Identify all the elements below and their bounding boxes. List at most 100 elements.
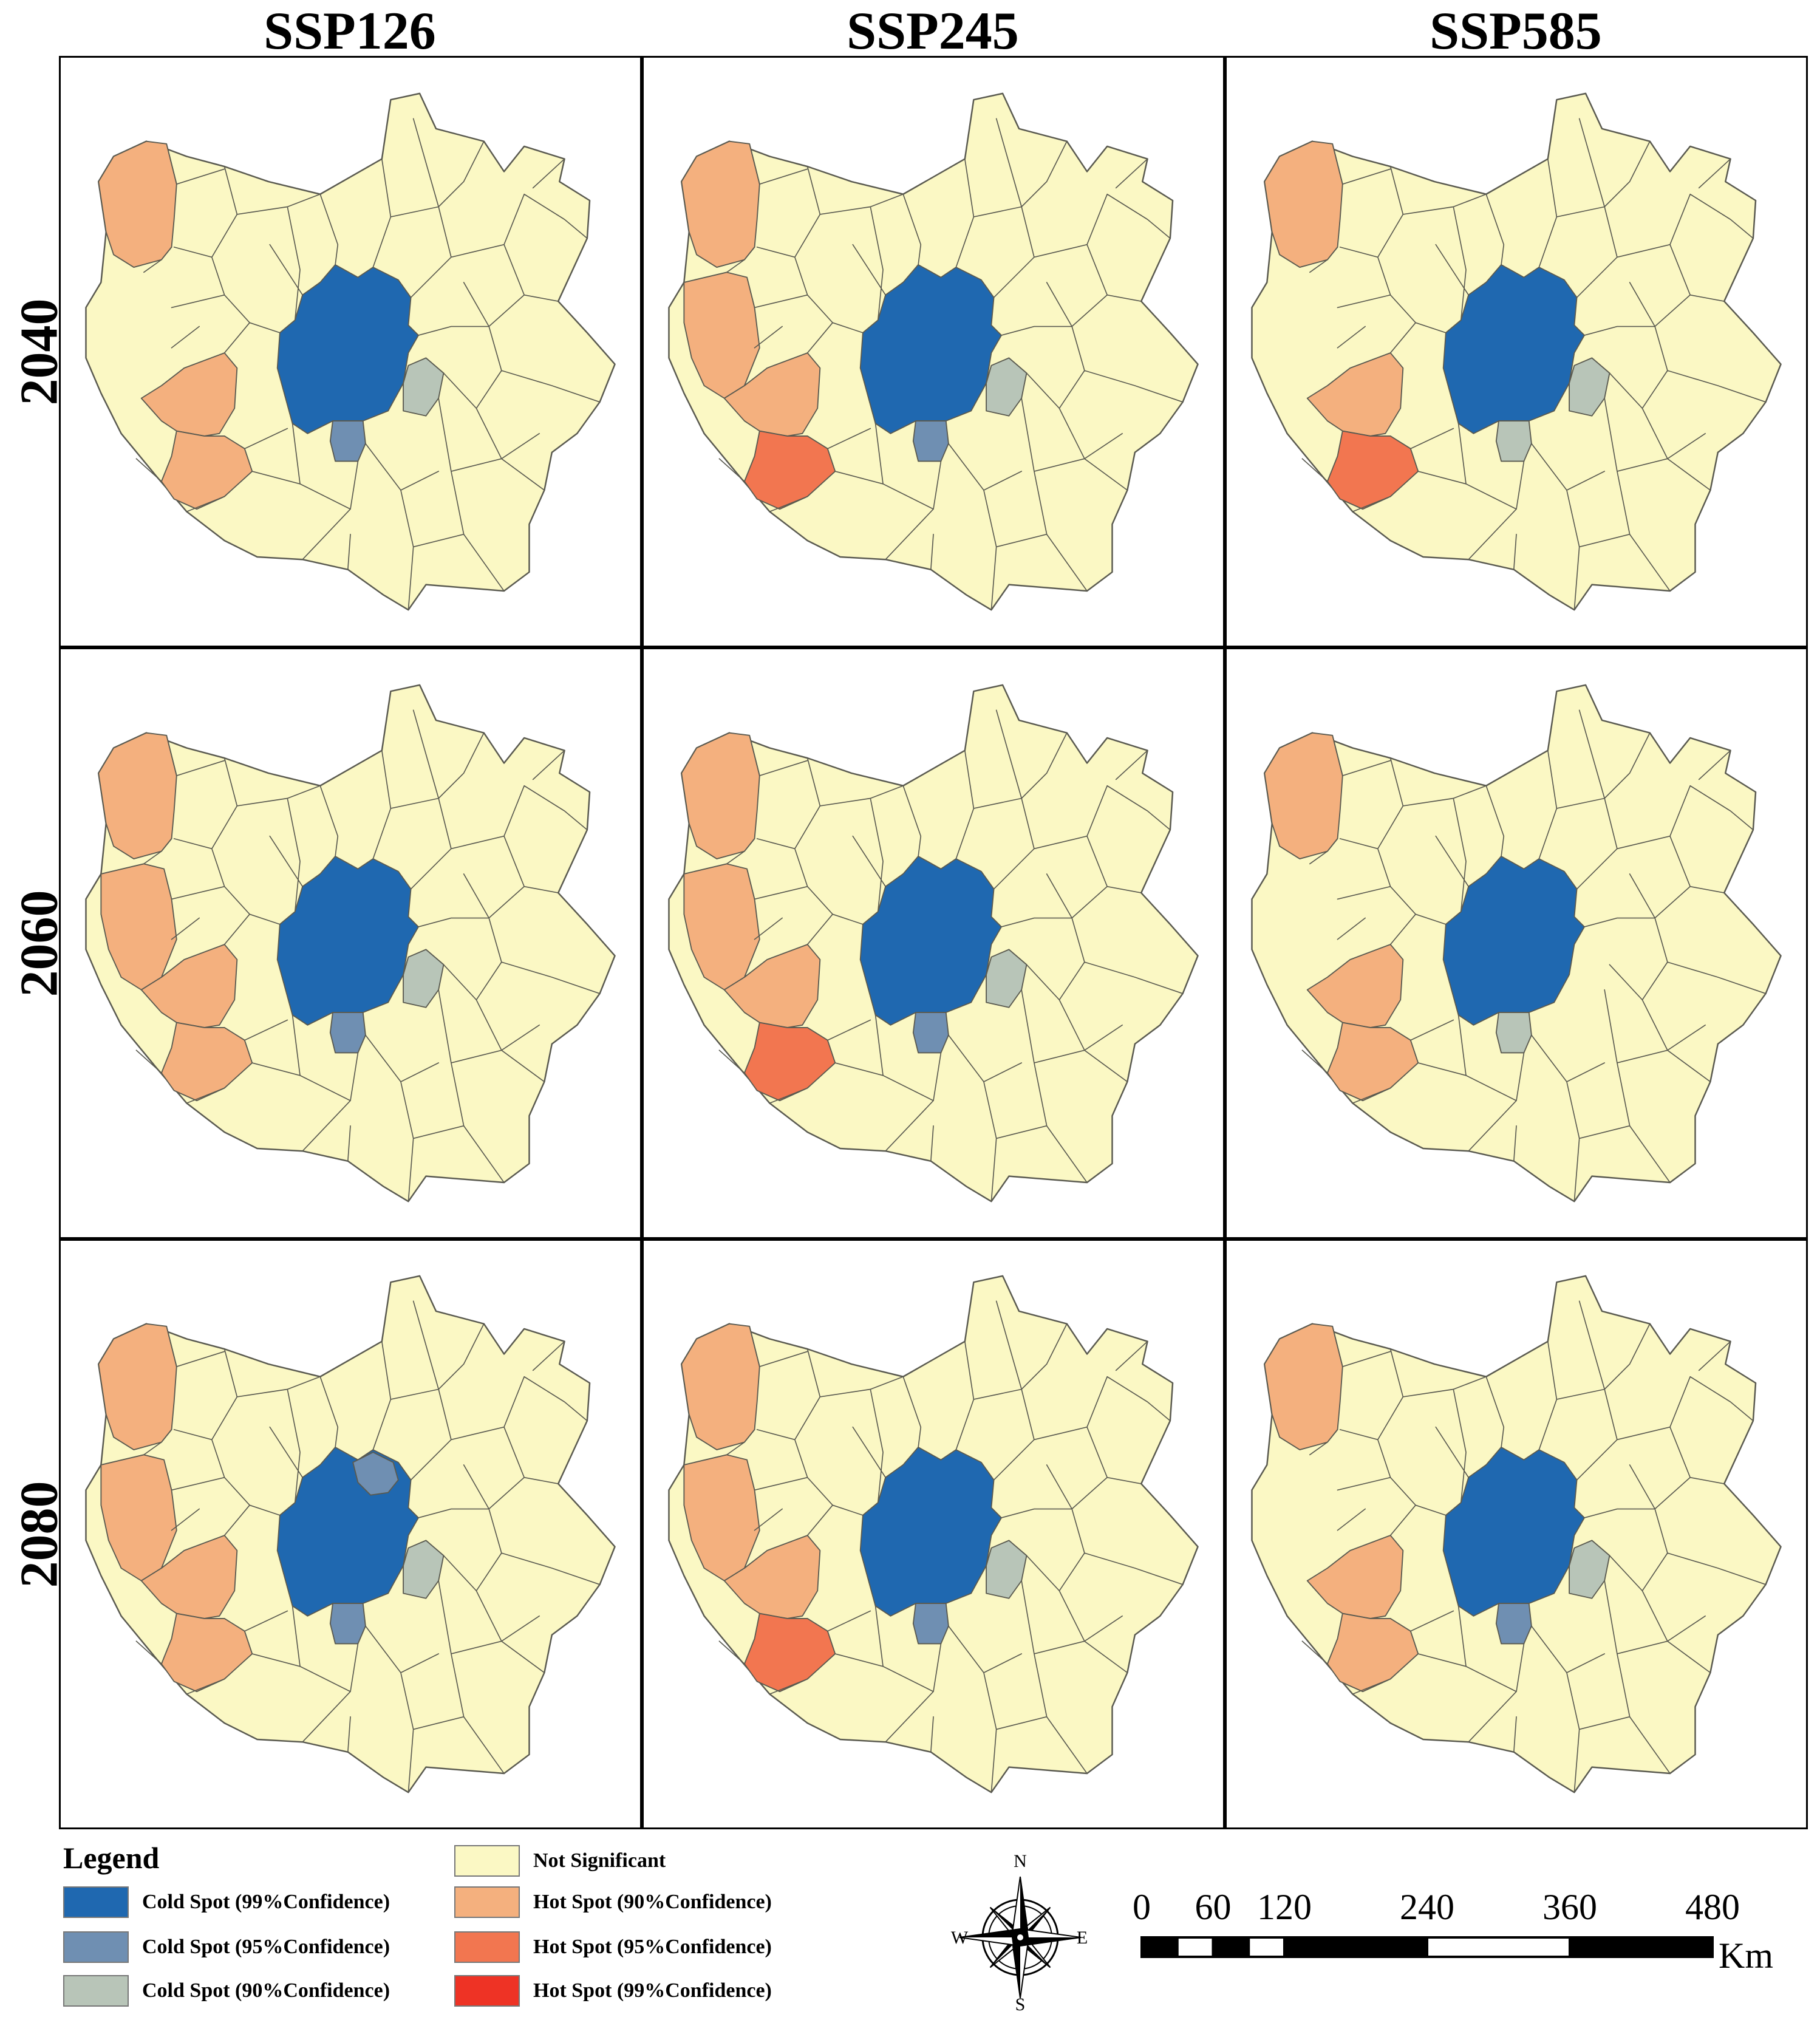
region-ne-cold95 (352, 1452, 399, 1496)
legend-swatch-hot95 (454, 1931, 520, 1963)
column-header-ssp126: SSP126 (264, 2, 436, 61)
region-east-cold90 (986, 949, 1028, 1008)
district-boundaries (1301, 1300, 1767, 1793)
scale-bar-segment (1283, 1936, 1428, 1958)
region-south-cold95 (912, 420, 949, 462)
scale-tick-label: 480 (1685, 1887, 1740, 1927)
region-ctr-cold99 (1442, 855, 1585, 1026)
compass-s-label: S (1015, 1994, 1026, 2015)
scale-bar-segment (1247, 1936, 1286, 1958)
legend-swatch-cold99 (63, 1886, 129, 1918)
region-wc-hot90 (140, 1535, 238, 1619)
scale-bar-segment (1212, 1936, 1250, 1958)
region-wc-hot90 (140, 944, 238, 1028)
region-south-cold95 (329, 1603, 366, 1645)
legend-label-cold95: Cold Spot (95%Confidence) (142, 1936, 390, 1958)
compass-n-label: N (1014, 1851, 1027, 1871)
district-boundaries (718, 709, 1184, 1202)
region-south-cold90 (1495, 1012, 1532, 1054)
map-2080-ssp245 (668, 1275, 1199, 1793)
region-ctr-cold99 (859, 855, 1002, 1026)
region-south-cold95 (329, 1012, 366, 1054)
district-boundaries (135, 118, 601, 610)
region-ctr-cold99 (1442, 1446, 1585, 1617)
legend-swatch-ns (454, 1845, 520, 1877)
scale-tick-label: 120 (1257, 1887, 1312, 1927)
region-ctr-cold99 (859, 264, 1002, 434)
scale-bar-segment (1176, 1936, 1215, 1958)
region-east-cold90 (403, 1540, 445, 1599)
region-east-cold90 (986, 1540, 1028, 1599)
district-boundaries (135, 1300, 601, 1793)
legend: Legend Cold Spot (99%Confidence) Cold Sp… (63, 1840, 853, 2016)
map-panel-2040-ssp126 (59, 56, 642, 647)
legend-swatch-hot90 (454, 1886, 520, 1918)
map-2080-ssp126 (85, 1275, 616, 1793)
map-2040-ssp126 (85, 92, 616, 611)
scale-unit-label: Km (1719, 1936, 1773, 1976)
map-panel-2040-ssp585 (1225, 56, 1808, 647)
legend-label-ns: Not Significant (533, 1849, 666, 1872)
legend-label-hot95: Hot Spot (95%Confidence) (533, 1936, 772, 1958)
legend-swatch-hot99 (454, 1975, 520, 2007)
legend-item-cold90: Cold Spot (90%Confidence) (63, 1975, 390, 2007)
region-wc-hot90 (1306, 944, 1404, 1028)
legend-item-hot99: Hot Spot (99%Confidence) (454, 1975, 772, 2007)
region-wc-hot90 (723, 1535, 821, 1619)
legend-label-cold90: Cold Spot (90%Confidence) (142, 1979, 390, 2002)
legend-swatch-cold90 (63, 1975, 129, 2007)
region-south-cold95 (1495, 1603, 1532, 1645)
region-south-cold95 (912, 1603, 949, 1645)
scale-tick-label: 60 (1195, 1887, 1232, 1927)
region-east-cold90 (403, 357, 445, 417)
region-south-cold95 (912, 1012, 949, 1054)
region-east-cold90 (1569, 1540, 1610, 1599)
region-ctr-cold99 (859, 1446, 1002, 1617)
scale-tick-label: 240 (1400, 1887, 1454, 1927)
legend-item-hot95: Hot Spot (95%Confidence) (454, 1931, 772, 1963)
column-header-ssp245: SSP245 (847, 2, 1019, 61)
column-header-ssp585: SSP585 (1430, 2, 1602, 61)
map-panel-2080-ssp585 (1225, 1239, 1808, 1829)
scale-tick-label: 360 (1542, 1887, 1597, 1927)
map-2060-ssp126 (85, 684, 616, 1203)
compass-e-label: E (1077, 1928, 1088, 1948)
map-panel-2060-ssp126 (59, 647, 642, 1239)
map-grid (59, 56, 1808, 1829)
scale-tick-label: 0 (1133, 1887, 1151, 1927)
legend-item-ns: Not Significant (454, 1845, 666, 1877)
map-panel-2040-ssp245 (642, 56, 1225, 647)
scale-bar-segment (1426, 1936, 1571, 1958)
legend-title: Legend (63, 1841, 160, 1875)
legend-label-hot90: Hot Spot (90%Confidence) (533, 1891, 772, 1913)
region-wc-hot90 (1306, 352, 1404, 437)
region-ctr-cold99 (276, 855, 419, 1026)
map-2060-ssp585 (1251, 684, 1782, 1203)
map-2040-ssp585 (1251, 92, 1782, 611)
map-panel-2080-ssp245 (642, 1239, 1225, 1829)
map-2060-ssp245 (668, 684, 1199, 1203)
legend-swatch-cold95 (63, 1931, 129, 1963)
region-wc-hot90 (723, 944, 821, 1028)
map-panel-2080-ssp126 (59, 1239, 642, 1829)
region-south-cold90 (1495, 420, 1532, 462)
legend-label-cold99: Cold Spot (99%Confidence) (142, 1891, 390, 1913)
scale-bar-segment (1569, 1936, 1714, 1958)
district-boundaries (1301, 709, 1767, 1202)
scale-bar-segment (1140, 1936, 1179, 1958)
north-arrow-compass-icon: N S W E (951, 1851, 1088, 2015)
legend-item-hot90: Hot Spot (90%Confidence) (454, 1886, 772, 1918)
legend-item-cold95: Cold Spot (95%Confidence) (63, 1931, 390, 1963)
district-boundaries (718, 1300, 1184, 1793)
district-boundaries (135, 709, 601, 1202)
region-east-cold90 (1569, 357, 1610, 417)
map-panel-2060-ssp585 (1225, 647, 1808, 1239)
region-east-cold90 (986, 357, 1028, 417)
district-boundaries (1301, 118, 1767, 610)
region-wc-hot90 (1306, 1535, 1404, 1619)
scale-bar: 0 60 120 240 360 480 Km (1133, 1887, 1773, 1976)
region-ctr-cold99 (1442, 264, 1585, 434)
region-ctr-cold99 (276, 264, 419, 434)
map-2040-ssp245 (668, 92, 1199, 611)
compass-main-points (959, 1876, 1082, 1999)
